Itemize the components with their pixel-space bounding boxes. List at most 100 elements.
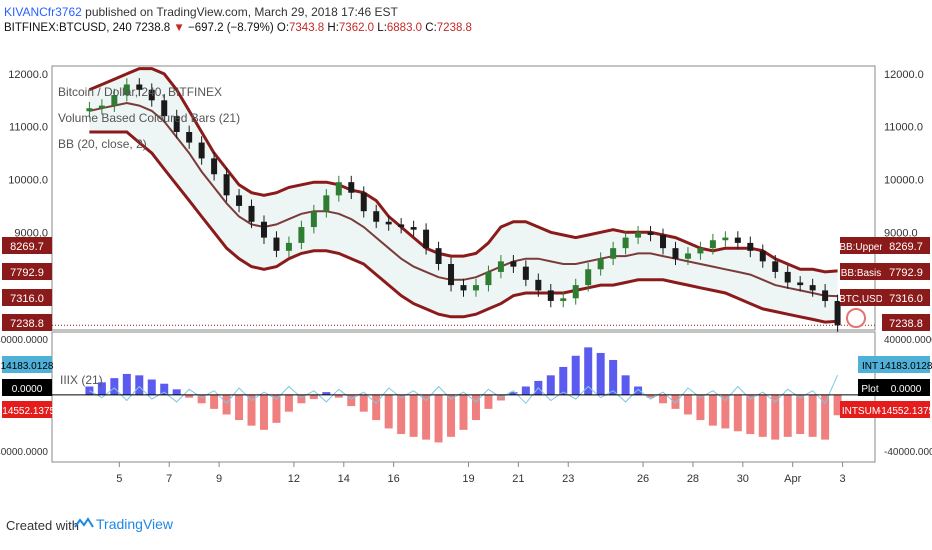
x-tick-label: 5 xyxy=(116,473,122,485)
tag-lower-right-text: 7316.0 xyxy=(889,293,923,305)
iiix-bar xyxy=(833,394,842,416)
iiix-bar xyxy=(721,394,730,429)
candle-body xyxy=(734,237,741,243)
indicator-y-axis-right: 40000.0000 -40000.0000 xyxy=(884,335,932,458)
iiix-bar xyxy=(272,394,281,423)
chart-title: Bitcoin / Dollar, 240, BITFINEX xyxy=(58,85,222,99)
tag-intsum-right-text: -14552.1375 xyxy=(878,406,932,417)
tag-intsum-right xyxy=(882,401,930,418)
last-price: 7238.8 xyxy=(135,22,171,34)
candle-body xyxy=(834,300,841,326)
tag-upper-name xyxy=(840,237,882,254)
iiix-bar xyxy=(247,394,256,426)
candle-body xyxy=(136,84,143,90)
candle-body xyxy=(173,116,180,132)
iiix-bar xyxy=(758,394,767,437)
candle-body xyxy=(236,195,243,206)
candle-body xyxy=(560,298,567,301)
iiix-bar xyxy=(708,394,717,426)
candle-body xyxy=(809,285,816,291)
iiix-bar xyxy=(471,394,480,421)
open-label: O: xyxy=(276,22,290,34)
left-price-tags: 8269.7 7792.9 7316.0 7238.8 xyxy=(2,237,52,331)
candle-body xyxy=(472,285,479,291)
iiix-bar xyxy=(334,394,343,398)
author-link[interactable]: KIVANCfr3762 xyxy=(4,5,82,19)
iiix-bar xyxy=(646,394,655,398)
candle-body xyxy=(123,84,130,96)
iiix-bar xyxy=(733,394,742,432)
x-tick-label: 23 xyxy=(562,473,574,485)
iiix-bar xyxy=(122,373,131,395)
x-tick-label: 28 xyxy=(687,473,699,485)
candle-body xyxy=(460,285,467,291)
down-arrow-icon: ▼ xyxy=(173,22,185,34)
candle-body xyxy=(161,100,168,117)
candle-body xyxy=(597,258,604,270)
iiix-bar xyxy=(783,394,792,437)
iiix-bar xyxy=(409,394,418,437)
chart-canvas[interactable]: 12000.0 11000.0 10000.0 9000.0 12000.0 11000… xyxy=(0,0,932,504)
x-tick-label: 19 xyxy=(462,473,474,485)
candle-body xyxy=(211,158,218,175)
candle-body xyxy=(86,108,93,112)
candle-body xyxy=(522,266,529,280)
tag-plot-left-text: 0.0000 xyxy=(12,384,43,395)
legend-bb: BB (20, close, 2) xyxy=(58,137,147,151)
flag-icon[interactable] xyxy=(846,308,866,328)
candle-body xyxy=(348,182,355,193)
tag-last-right xyxy=(882,314,930,331)
iiix-bar xyxy=(683,394,692,415)
candle-body xyxy=(410,227,417,230)
iiix-bar xyxy=(259,394,268,430)
tag-lower-name-text: BTC,USD xyxy=(839,294,883,305)
y-tick-label: 9000.0 xyxy=(884,227,918,239)
candle-body xyxy=(111,95,118,106)
iiix-bar xyxy=(771,394,780,440)
iiix-bar xyxy=(546,375,555,395)
iiix-bar xyxy=(397,394,406,435)
indicator-tags: 14183.0128 0.0000 -14552.1375 INT 14183.… xyxy=(0,356,932,418)
tag-intsum-name xyxy=(840,401,882,418)
tag-lower-right xyxy=(882,289,930,306)
iiix-bar xyxy=(696,394,705,421)
iiix-bar xyxy=(571,355,580,395)
iiix-bar xyxy=(359,394,368,412)
candle-body xyxy=(323,195,330,212)
candle-body xyxy=(248,205,255,222)
y-axis-left: 12000.0 11000.0 10000.0 9000.0 xyxy=(8,69,48,239)
tradingview-brand[interactable]: TradingView xyxy=(96,516,174,532)
iiix-bar xyxy=(621,375,630,395)
tag-plot-left xyxy=(2,379,52,396)
high-value: 7362.0 xyxy=(338,22,375,34)
x-tick-label: Apr xyxy=(784,473,801,485)
tag-int-left-text: 14183.0128 xyxy=(1,361,54,372)
x-tick-label: 21 xyxy=(512,473,524,485)
close-label: C: xyxy=(425,22,437,34)
tag-upper-name-text: BB:Upper xyxy=(839,242,883,253)
candles xyxy=(86,78,841,332)
candle-body xyxy=(822,290,829,301)
iiix-bar xyxy=(185,394,194,398)
iiix-bar xyxy=(135,375,144,395)
indicator-tick-label: 40000.0000 xyxy=(0,335,48,346)
iiix-bar xyxy=(746,394,755,435)
tag-int-right xyxy=(882,356,930,373)
tag-basis-right-text: 7792.9 xyxy=(889,267,923,279)
tag-upper-right xyxy=(882,237,930,254)
y-tick-label: 11000.0 xyxy=(9,122,48,134)
iiix-bar xyxy=(634,386,643,395)
candle-body xyxy=(360,192,367,212)
candle-body xyxy=(198,142,205,159)
candle-body xyxy=(510,261,517,267)
publish-text: published on TradingView.com, March 29, … xyxy=(85,5,398,19)
candle-body xyxy=(148,89,155,101)
iiix-bar xyxy=(509,392,518,395)
iiix-bar xyxy=(384,394,393,429)
iiix-bar xyxy=(596,352,605,395)
iiix-bar xyxy=(459,394,468,430)
iiix-bar xyxy=(222,394,231,415)
open-value: 7343.8 xyxy=(289,22,325,34)
x-tick-label: 3 xyxy=(840,473,846,485)
candle-body xyxy=(684,253,691,259)
